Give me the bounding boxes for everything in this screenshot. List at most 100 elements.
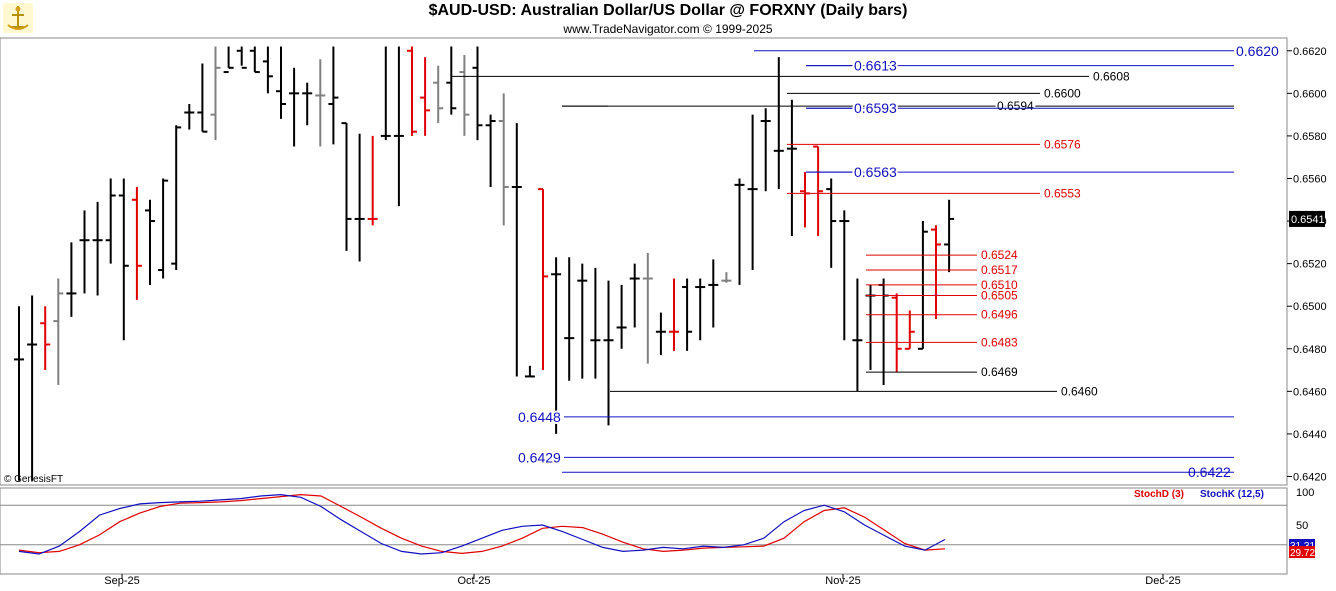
price-level: 0.6553: [787, 186, 1081, 200]
level-label: 0.6620: [1236, 43, 1279, 59]
stochk-line: [18, 493, 946, 555]
stochd-value-box: [1289, 546, 1315, 558]
ohlc-bar: [773, 57, 784, 190]
price-tick-label: 0.6560: [1293, 173, 1327, 185]
price-level: 0.6483: [866, 335, 1018, 349]
ohlc-bar: [839, 210, 850, 341]
ohlc-bar: [538, 188, 548, 371]
ohlc-bar: [210, 46, 221, 141]
level-label: 0.6600: [1044, 86, 1081, 100]
ohlc-bars: [14, 46, 955, 481]
price-level: 0.6496: [866, 308, 1018, 322]
level-label: 0.6422: [1188, 464, 1231, 480]
ohlc-bar: [328, 46, 339, 145]
price-level: 0.6517: [866, 263, 1018, 277]
price-level: 0.6620: [754, 43, 1279, 59]
level-label: 0.6429: [518, 449, 561, 465]
price-tick-label: 0.6600: [1293, 88, 1327, 100]
stochd-line: [18, 493, 946, 555]
price-level: 0.6422: [562, 464, 1234, 480]
ohlc-bar: [459, 55, 470, 136]
ohlc-bar: [184, 103, 195, 130]
price-level: 0.6613: [806, 56, 1234, 76]
price-level: 0.6429: [516, 447, 1234, 467]
price-level: 0.6576: [787, 137, 1081, 151]
ohlc-bar: [420, 57, 431, 136]
date-tick-label: Nov-25: [825, 575, 860, 587]
ohlc-bar: [276, 46, 286, 119]
stochd-value: 29.72: [1290, 548, 1315, 559]
ohlc-bar: [14, 306, 24, 481]
ohlc-bar: [40, 306, 51, 371]
ohlc-bar: [223, 46, 234, 74]
ohlc-bar: [629, 263, 640, 328]
price-tick-label: 0.6480: [1293, 344, 1327, 356]
price-level: 0.6563: [806, 162, 1234, 182]
ohlc-bar: [590, 267, 601, 379]
ohlc-bar: [734, 178, 745, 285]
ohlc-bar: [669, 278, 679, 351]
price-level: 0.6469: [866, 365, 1018, 379]
ohlc-bar: [367, 135, 378, 226]
data-credit: © GenesisFT: [4, 474, 64, 485]
last-price-label: 0.6541: [1291, 214, 1325, 226]
ohlc-bar: [852, 278, 863, 392]
ohlc-bar: [603, 280, 614, 426]
ohlc-bar: [721, 272, 732, 283]
ohlc-bar: [655, 312, 666, 356]
price-panel: [0, 37, 1288, 486]
price-tick-label: 0.6520: [1293, 259, 1327, 271]
ohlc-bar: [642, 252, 653, 364]
stochastic-lines: 5010031.3129.72: [0, 487, 1315, 559]
price-tick-label: 0.6620: [1293, 46, 1327, 58]
ohlc-bar: [682, 278, 693, 351]
ohlc-bar: [315, 59, 326, 147]
level-label: 0.6496: [981, 308, 1018, 322]
level-label: 0.6563: [854, 164, 897, 180]
level-label: 0.6469: [981, 365, 1018, 379]
ohlc-bar: [511, 123, 522, 377]
price-level: 0.6524: [866, 248, 1018, 262]
level-label: 0.6613: [854, 58, 897, 74]
ohlc-bar: [354, 133, 365, 262]
price-level: 0.6593: [806, 98, 1234, 118]
ohlc-bar: [380, 46, 391, 141]
ohlc-bar: [786, 99, 797, 236]
stoch-tick-label: 100: [1296, 487, 1314, 499]
stoch-tick-label: 50: [1296, 520, 1308, 532]
ohlc-bar: [813, 145, 824, 236]
level-label: 0.6483: [981, 335, 1018, 349]
ohlc-bar: [53, 278, 64, 385]
chart-title: $AUD-USD: Australian Dollar/US Dollar @ …: [428, 2, 908, 19]
ohlc-bar: [760, 108, 771, 192]
date-tick-label: Oct-25: [457, 575, 490, 587]
ohlc-bar: [551, 257, 562, 434]
price-tick-label: 0.6460: [1293, 386, 1327, 398]
ohlc-bar: [145, 199, 155, 285]
ohlc-bar: [302, 82, 313, 126]
ohlc-bar: [407, 46, 417, 136]
ohlc-bar: [472, 46, 483, 141]
level-label: 0.6524: [981, 248, 1018, 262]
ohlc-bar: [197, 63, 208, 133]
price-axis: 0.6420 0.6440 0.6460 0.6480 0.6500 0.6520 0.65…: [1287, 46, 1327, 483]
ohlc-bar: [262, 46, 273, 94]
ohlc-bar: [708, 259, 719, 328]
price-level: 0.6600: [787, 86, 1081, 100]
level-label: 0.6448: [518, 409, 561, 425]
ohlc-bar: [616, 284, 627, 349]
ohlc-bar: [944, 199, 955, 273]
ohlc-bar: [341, 122, 352, 251]
price-tick-label: 0.6440: [1293, 429, 1327, 441]
legend-stochk: StochK (12,5): [1200, 489, 1264, 500]
price-tick-label: 0.6500: [1293, 301, 1327, 313]
price-level: 0.6510: [866, 278, 1018, 292]
ohlc-bar: [695, 278, 706, 341]
ohlc-bar: [158, 178, 169, 279]
level-label: 0.6576: [1044, 137, 1081, 151]
ohlc-bar: [931, 225, 941, 319]
ohlc-bar: [79, 210, 90, 294]
price-level: 0.6608: [451, 69, 1130, 83]
last-price-box: [1289, 210, 1325, 227]
